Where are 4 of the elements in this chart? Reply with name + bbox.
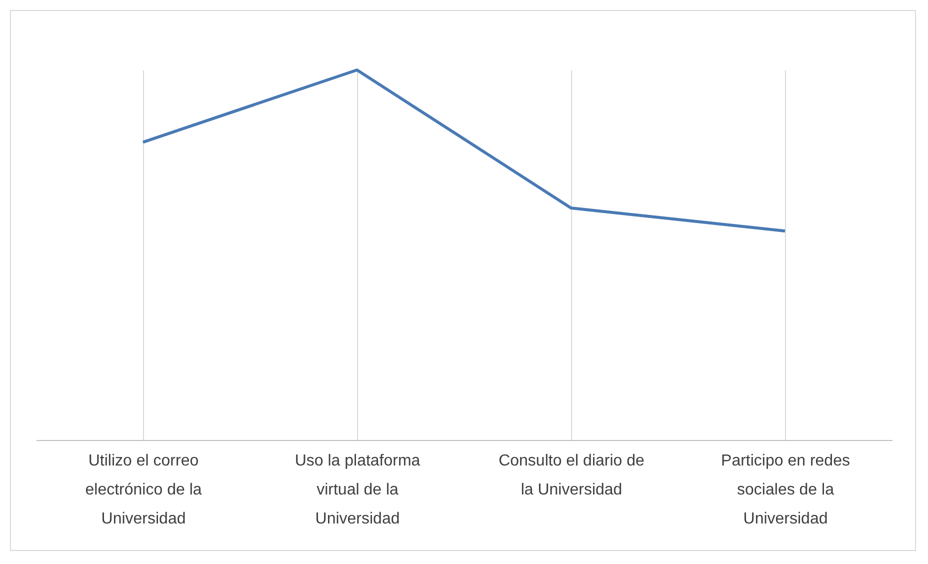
x-tick-label: Uso la plataforma virtual de la Universidad [294, 452, 420, 528]
x-tick-label: Consulto el diario de la Universidad [498, 452, 645, 498]
x-tick-label: Utilizo el correo electrónico de la Universidad [85, 452, 202, 528]
x-tick-label: Participo en redes sociales de la Universidad [721, 452, 850, 528]
